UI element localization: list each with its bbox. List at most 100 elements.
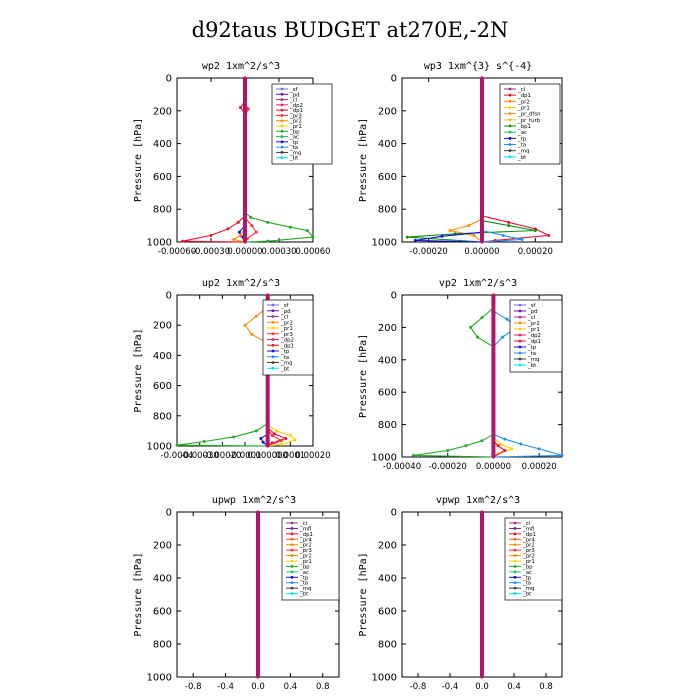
y-tick-label: 200 — [153, 541, 172, 552]
zero-column-marker — [243, 135, 247, 139]
zero-column-marker — [266, 411, 270, 415]
zero-column-marker — [491, 367, 496, 372]
legend-label: _bt — [527, 363, 536, 369]
x-tick-label: 0.00000 — [464, 247, 499, 257]
zero-column-marker — [480, 632, 484, 636]
legend-marker-pr1 — [513, 559, 517, 563]
legend-label: _pr2 — [522, 543, 535, 549]
series-point-pr2 — [472, 233, 476, 237]
zero-column-marker — [256, 559, 260, 564]
x-tick-label: -0.0001 — [229, 451, 262, 461]
zero-column-marker — [491, 448, 496, 453]
legend-label: _ta — [289, 145, 298, 151]
legend-marker-dp1 — [508, 93, 512, 97]
legend-marker-pr2 — [290, 543, 294, 547]
legend-label: _cl — [289, 98, 297, 104]
legend-marker-cl — [513, 521, 517, 525]
legend: _cl_mfl_dp1_pr4_pr2_pr3_pr2_pr1_bp_ac_tp… — [281, 517, 340, 601]
y-tick-label: 600 — [378, 388, 397, 399]
series-point-pr3 — [254, 230, 258, 234]
legend-marker-sf — [518, 303, 522, 307]
zero-column-marker — [480, 520, 484, 524]
zero-column-marker — [491, 316, 496, 320]
series-point-bp1 — [533, 229, 537, 233]
zero-column-marker — [480, 207, 484, 211]
x-tick-label: 0.0 — [475, 682, 489, 692]
zero-column-marker — [480, 649, 484, 653]
legend-label: _dp1 — [299, 532, 313, 538]
legend-box — [271, 83, 333, 165]
legend-marker-pr_dfsn — [508, 112, 512, 116]
legend-label: _tp — [280, 349, 290, 355]
legend-marker-dp1 — [290, 532, 294, 536]
y-tick-label: 0 — [391, 291, 397, 302]
zero-column-marker — [480, 652, 484, 656]
zero-column-marker — [480, 559, 484, 564]
zero-column-marker — [266, 408, 270, 412]
zero-column-marker — [480, 230, 484, 234]
zero-column-marker — [243, 197, 247, 201]
zero-column-marker — [256, 632, 260, 636]
legend-label: _bp — [299, 564, 310, 570]
y-tick-label: 800 — [378, 205, 397, 216]
x-tick-label: 0.00020 — [518, 247, 553, 257]
y-tick-label: 0 — [166, 74, 172, 85]
legend-marker-pr2 — [271, 320, 275, 324]
legend-marker-bt — [280, 156, 284, 160]
zero-column-marker — [256, 622, 260, 626]
series-point-bp — [411, 453, 415, 457]
legend-label: _pr4 — [299, 537, 312, 543]
zero-column-marker — [256, 639, 260, 643]
legend-marker-ta — [271, 355, 275, 359]
zero-column-marker — [243, 79, 247, 83]
chart-panel-2: wp3 1xm^{3} s^{-4} Pressure [hPa] 0 200 400 6… — [358, 61, 563, 257]
zero-column-marker — [491, 306, 496, 310]
series-point-bp — [232, 435, 236, 439]
legend-label: _pr4 — [522, 537, 535, 543]
x-tick-label: -0.00020 — [203, 451, 241, 461]
legend-marker-pr3 — [513, 548, 517, 552]
zero-column-marker — [480, 526, 484, 531]
legend-marker-tp — [508, 136, 512, 140]
legend-marker-pr2 — [290, 554, 294, 557]
zero-column-marker — [256, 675, 260, 679]
legend-label: _mq — [522, 586, 534, 592]
legend-marker-pd — [280, 92, 284, 96]
series-point-dp1 — [507, 220, 511, 224]
zero-column-marker — [256, 513, 260, 517]
zero-column-marker — [491, 390, 496, 394]
zero-column-marker — [256, 569, 260, 574]
zero-column-marker — [480, 668, 484, 673]
zero-column-marker — [491, 322, 496, 326]
zero-column-marker — [243, 105, 247, 110]
zero-column-marker — [491, 358, 496, 362]
y-tick-label: 400 — [378, 139, 397, 150]
legend-marker-bt — [508, 155, 512, 159]
series-point-bp — [469, 325, 473, 329]
series-point-pr3 — [279, 439, 283, 443]
zero-column-marker — [491, 400, 496, 404]
zero-column-marker — [491, 419, 496, 423]
zero-column-marker — [243, 102, 247, 106]
legend-marker-tp — [290, 575, 294, 579]
zero-column-marker — [243, 89, 247, 93]
zero-column-marker — [480, 553, 484, 557]
legend-label: _dp1 — [527, 339, 541, 345]
legend-label: _tp — [517, 136, 527, 142]
zero-column-marker — [266, 441, 270, 445]
legend-marker-mq — [280, 151, 284, 154]
y-tick-label: 600 — [378, 607, 397, 618]
legend-label: _mq — [280, 361, 292, 367]
zero-column-marker — [243, 174, 247, 178]
y-axis-label: Pressure [hPa] — [133, 118, 144, 202]
zero-column-marker — [266, 429, 270, 433]
legend-marker-ac — [508, 130, 512, 134]
zero-column-marker — [491, 342, 496, 346]
zero-column-marker — [243, 109, 247, 113]
legend-label: _cl — [527, 315, 535, 321]
legend-label: _ta — [280, 355, 289, 361]
zero-column-marker — [491, 416, 496, 420]
zero-column-marker — [266, 432, 270, 436]
legend-marker-ta — [290, 581, 294, 585]
